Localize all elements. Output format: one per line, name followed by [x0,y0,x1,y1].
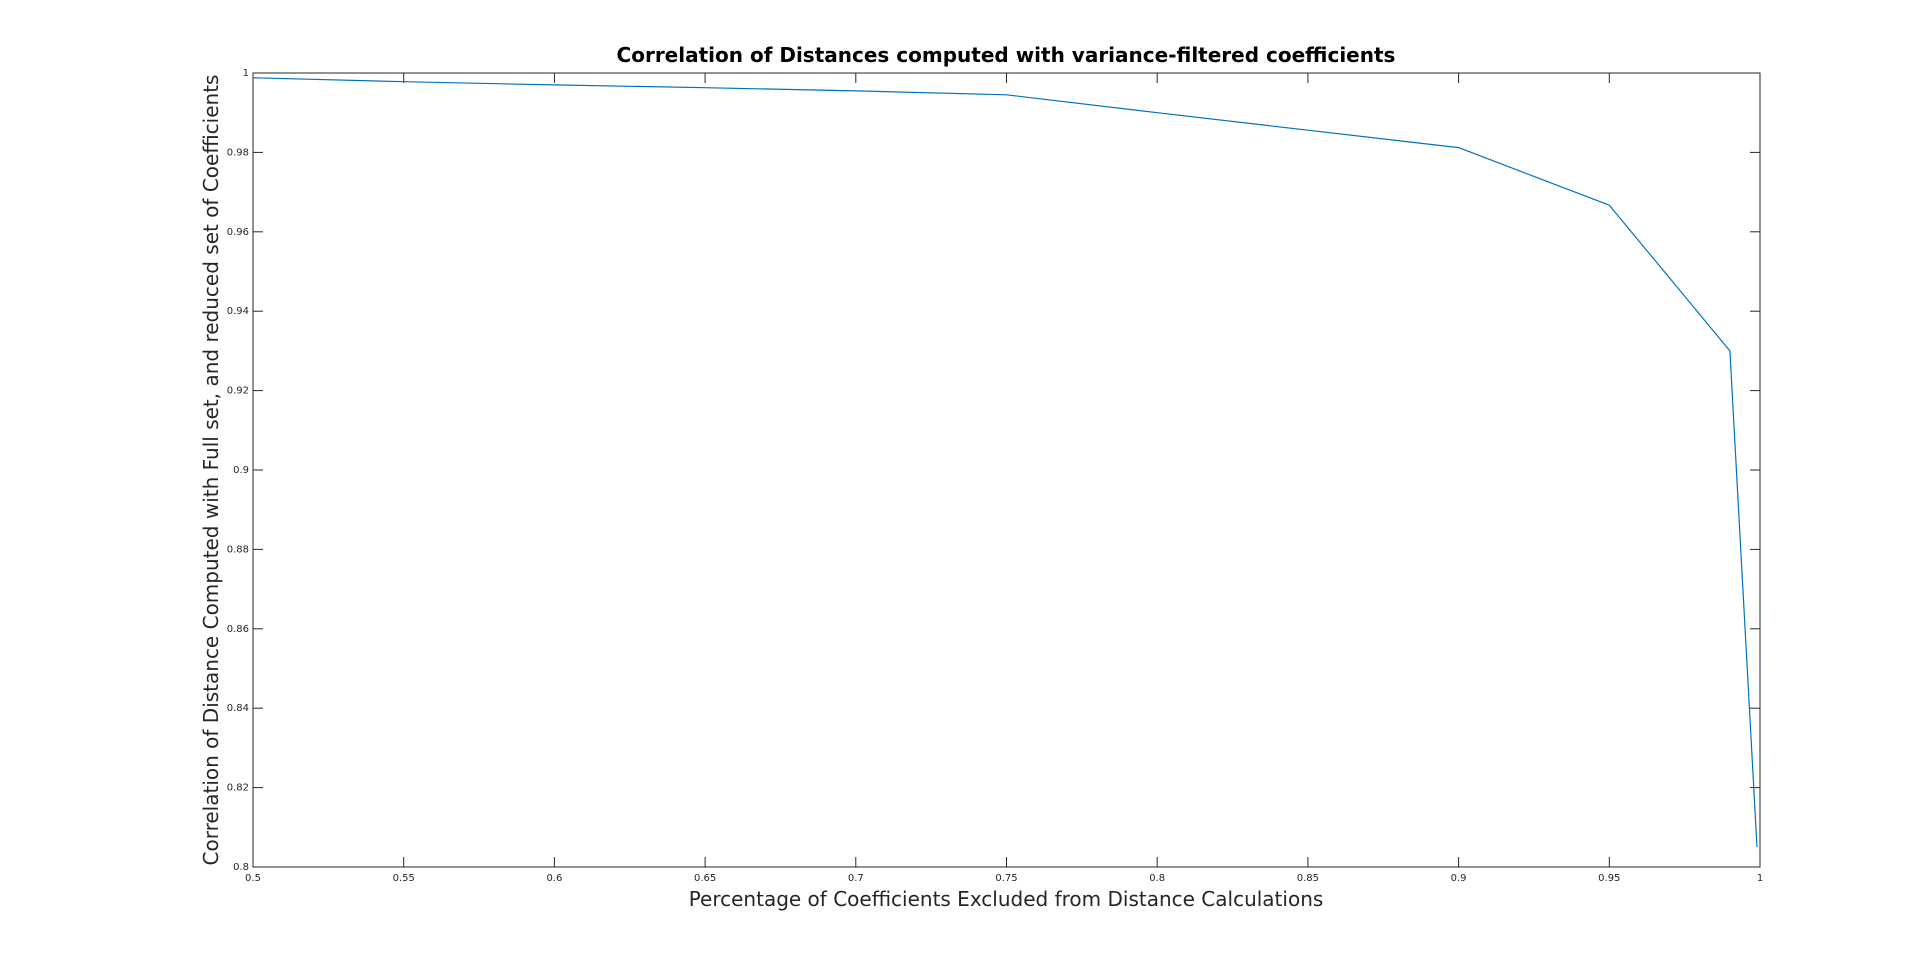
y-tick-label: 0.82 [227,783,249,794]
y-axis-label: Correlation of Distance Computed with Fu… [199,75,223,866]
x-tick-label: 1 [1757,873,1763,884]
series-group [252,77,1758,848]
y-tick-label: 0.86 [227,624,249,635]
y-tick-label: 0.98 [227,147,249,158]
y-tick-label: 0.96 [227,227,249,238]
x-axis-tick-labels: 0.5 0.55 0.6 0.65 0.7 0.75 0.8 0.85 0.9 0.95 1 [245,873,1763,884]
y-tick-label: 0.84 [227,703,249,714]
y-tick-label: 0.8 [233,862,249,873]
x-axis-label: Percentage of Coefficients Excluded from… [689,887,1324,911]
x-tick-label: 0.95 [1598,873,1620,884]
x-tick-label: 0.8 [1149,873,1165,884]
x-tick-label: 0.55 [393,873,415,884]
x-tick-label: 0.7 [848,873,864,884]
y-tick-label: 0.88 [227,544,249,555]
x-tick-label: 0.6 [546,873,562,884]
series-line-0 [252,77,1758,848]
y-tick-label: 0.9 [233,465,249,476]
x-tick-label: 0.9 [1451,873,1467,884]
y-tick-label: 0.92 [227,386,249,397]
y-tick-label: 1 [243,68,249,79]
plot-frame [252,72,1761,868]
y-tick-label: 0.94 [227,306,249,317]
x-tick-label: 0.5 [245,873,261,884]
chart-title: Correlation of Distances computed with v… [617,43,1396,67]
x-tick-label: 0.75 [995,873,1017,884]
plot-area [253,73,1760,867]
x-tick-label: 0.85 [1297,873,1319,884]
x-tick-label: 0.65 [694,873,716,884]
y-axis-tick-labels: 0.8 0.82 0.84 0.86 0.88 0.9 0.92 0.94 0.96 0.98 1 [227,68,249,873]
